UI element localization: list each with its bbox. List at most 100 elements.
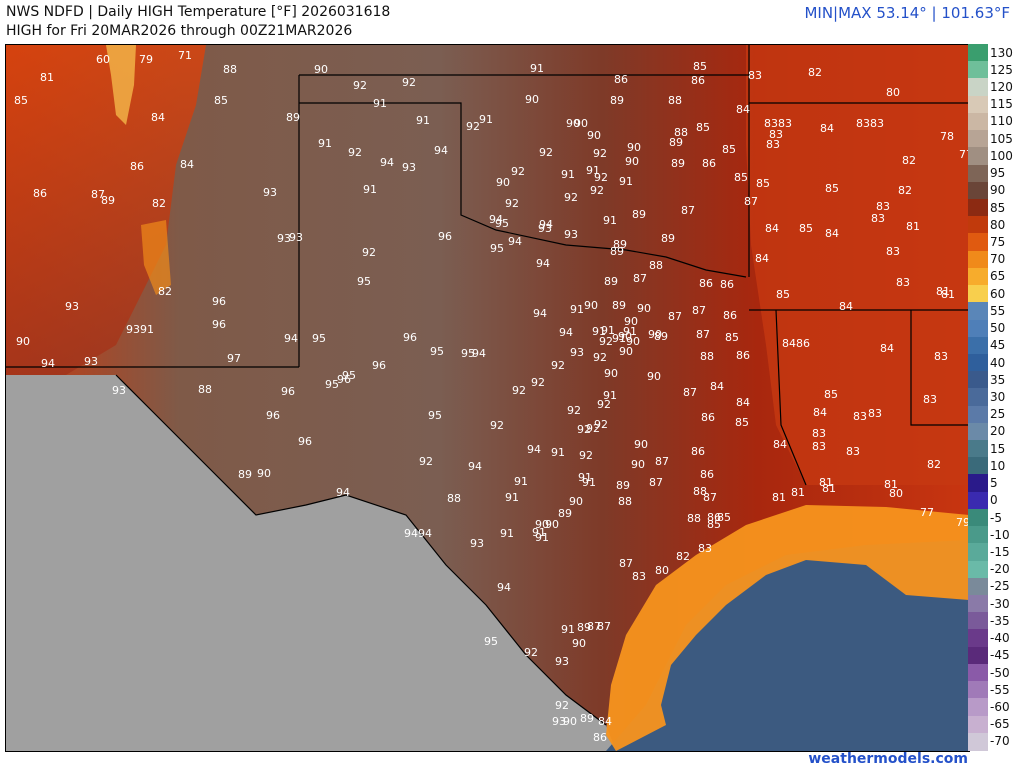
temperature-label: 87 <box>597 620 611 633</box>
temperature-label: 94 <box>41 357 55 370</box>
temperature-label: 87 <box>703 491 717 504</box>
temperature-label: 83 <box>812 427 826 440</box>
temperature-label: 90 <box>257 467 271 480</box>
temperature-label: 95 <box>357 275 371 288</box>
mountain-highlight <box>106 45 136 125</box>
color-legend-label: 65 <box>990 269 1006 284</box>
temperature-label: 86 <box>699 277 713 290</box>
temperature-map[interactable]: 60 79 71 81 88 90 91 85 86 86 83 82 92 92 85 85 91 90 89 88… <box>5 44 970 752</box>
temperature-label: 93 <box>112 384 126 397</box>
color-legend-swatch <box>968 44 988 63</box>
temperature-label: 93 <box>402 161 416 174</box>
color-legend-label: 115 <box>990 97 1013 112</box>
temperature-label: 88 <box>668 94 682 107</box>
temperature-label: 96 <box>212 318 226 331</box>
temperature-label: 90 <box>563 715 577 728</box>
temperature-label: 87 <box>668 310 682 323</box>
temperature-label: 84 <box>820 122 834 135</box>
color-legend: 130 125 120 115 110 105 100 95 90 85 80 75 70 65 60 55 5… <box>968 44 1024 751</box>
temperature-label: 88 <box>198 383 212 396</box>
temperature-label: 86 <box>593 731 607 744</box>
temperature-label: 94 <box>284 332 298 345</box>
color-legend-swatch <box>968 250 988 269</box>
temperature-label: 80 <box>886 86 900 99</box>
color-legend-swatch <box>968 95 988 114</box>
temperature-label: 86 <box>736 349 750 362</box>
color-legend-swatch <box>968 526 988 545</box>
temperature-label: 87 <box>696 328 710 341</box>
color-legend-label: 55 <box>990 303 1006 318</box>
temperature-label: 81 <box>941 288 955 301</box>
temperature-label: 90 <box>572 637 586 650</box>
temperature-label: 92 <box>597 398 611 411</box>
mexico-land <box>6 375 616 751</box>
temperature-label: 90 <box>618 330 632 343</box>
temperature-label: 90 <box>624 315 638 328</box>
temperature-label: 85 <box>756 177 770 190</box>
temperature-label: 84 <box>736 103 750 116</box>
color-legend-swatch <box>968 663 988 683</box>
temperature-label: 84 <box>813 406 827 419</box>
temperature-label: 91 <box>514 475 528 488</box>
temperature-label: 87 <box>744 195 758 208</box>
temperature-label: 85 <box>696 121 710 134</box>
temperature-label: 84 <box>151 111 165 124</box>
color-legend-label: 10 <box>990 458 1006 473</box>
temperature-label: 88 <box>687 512 701 525</box>
color-legend-label: 110 <box>990 114 1013 129</box>
temperature-label: 81 <box>906 220 920 233</box>
temperature-label: 84 <box>598 715 612 728</box>
temperature-label: 84 <box>825 227 839 240</box>
color-legend-label: 25 <box>990 407 1006 422</box>
temperature-label: 95 <box>342 369 356 382</box>
temperature-label: 91 <box>530 62 544 75</box>
color-legend-label: 95 <box>990 166 1006 181</box>
color-legend-label: -55 <box>990 682 1010 697</box>
temperature-label: 91 <box>551 446 565 459</box>
temperature-label: 86 <box>723 309 737 322</box>
temperature-label: 96 <box>212 295 226 308</box>
temperature-label: 89 <box>101 194 115 207</box>
temperature-label: 89 <box>610 94 624 107</box>
temperature-label: 8383 <box>764 117 792 130</box>
temperature-label: 91 <box>532 526 546 539</box>
color-legend-swatch <box>968 422 988 442</box>
temperature-label: 90 <box>496 176 510 189</box>
temperature-label: 86 <box>691 445 705 458</box>
temperature-label: 94 <box>539 218 553 231</box>
color-legend-label: 70 <box>990 252 1006 267</box>
temperature-label: 93 <box>564 228 578 241</box>
credit-link[interactable]: weathermodels.com <box>808 751 968 767</box>
temperature-label: 92 <box>490 419 504 432</box>
color-legend-swatch <box>968 491 988 510</box>
temperature-label: 96 <box>337 373 351 386</box>
temperature-label: 94 <box>380 156 394 169</box>
temperature-label: 85 <box>776 288 790 301</box>
temperature-label: 94 <box>434 144 448 157</box>
temperature-label: 93 <box>84 355 98 368</box>
temperature-label: 91 <box>535 531 549 544</box>
temperature-label: 91 <box>363 183 377 196</box>
temperature-label: 83 <box>812 440 826 453</box>
temperature-label: 91 <box>505 491 519 504</box>
temperature-label: 92 <box>512 384 526 397</box>
temperature-label: 91 <box>500 527 514 540</box>
temperature-label: 87 <box>683 386 697 399</box>
temperature-label: 83 <box>748 69 762 82</box>
temperature-label: 89 <box>286 111 300 124</box>
color-legend-swatch <box>968 560 988 579</box>
temperature-label: 91 <box>318 137 332 150</box>
temperature-label: 89 <box>613 238 627 251</box>
mountain-highlight-2 <box>141 220 171 295</box>
temperature-label: 93 <box>552 715 566 728</box>
temperature-label: 87 <box>649 476 663 489</box>
temperature-label: 81 <box>772 491 786 504</box>
temperature-label: 81 <box>936 285 950 298</box>
temperature-label: 85 <box>824 388 838 401</box>
temperature-label: 92 <box>531 376 545 389</box>
temperature-label: 84 <box>736 396 750 409</box>
temperature-label: 81 <box>791 486 805 499</box>
temperature-label: 89 <box>654 330 668 343</box>
